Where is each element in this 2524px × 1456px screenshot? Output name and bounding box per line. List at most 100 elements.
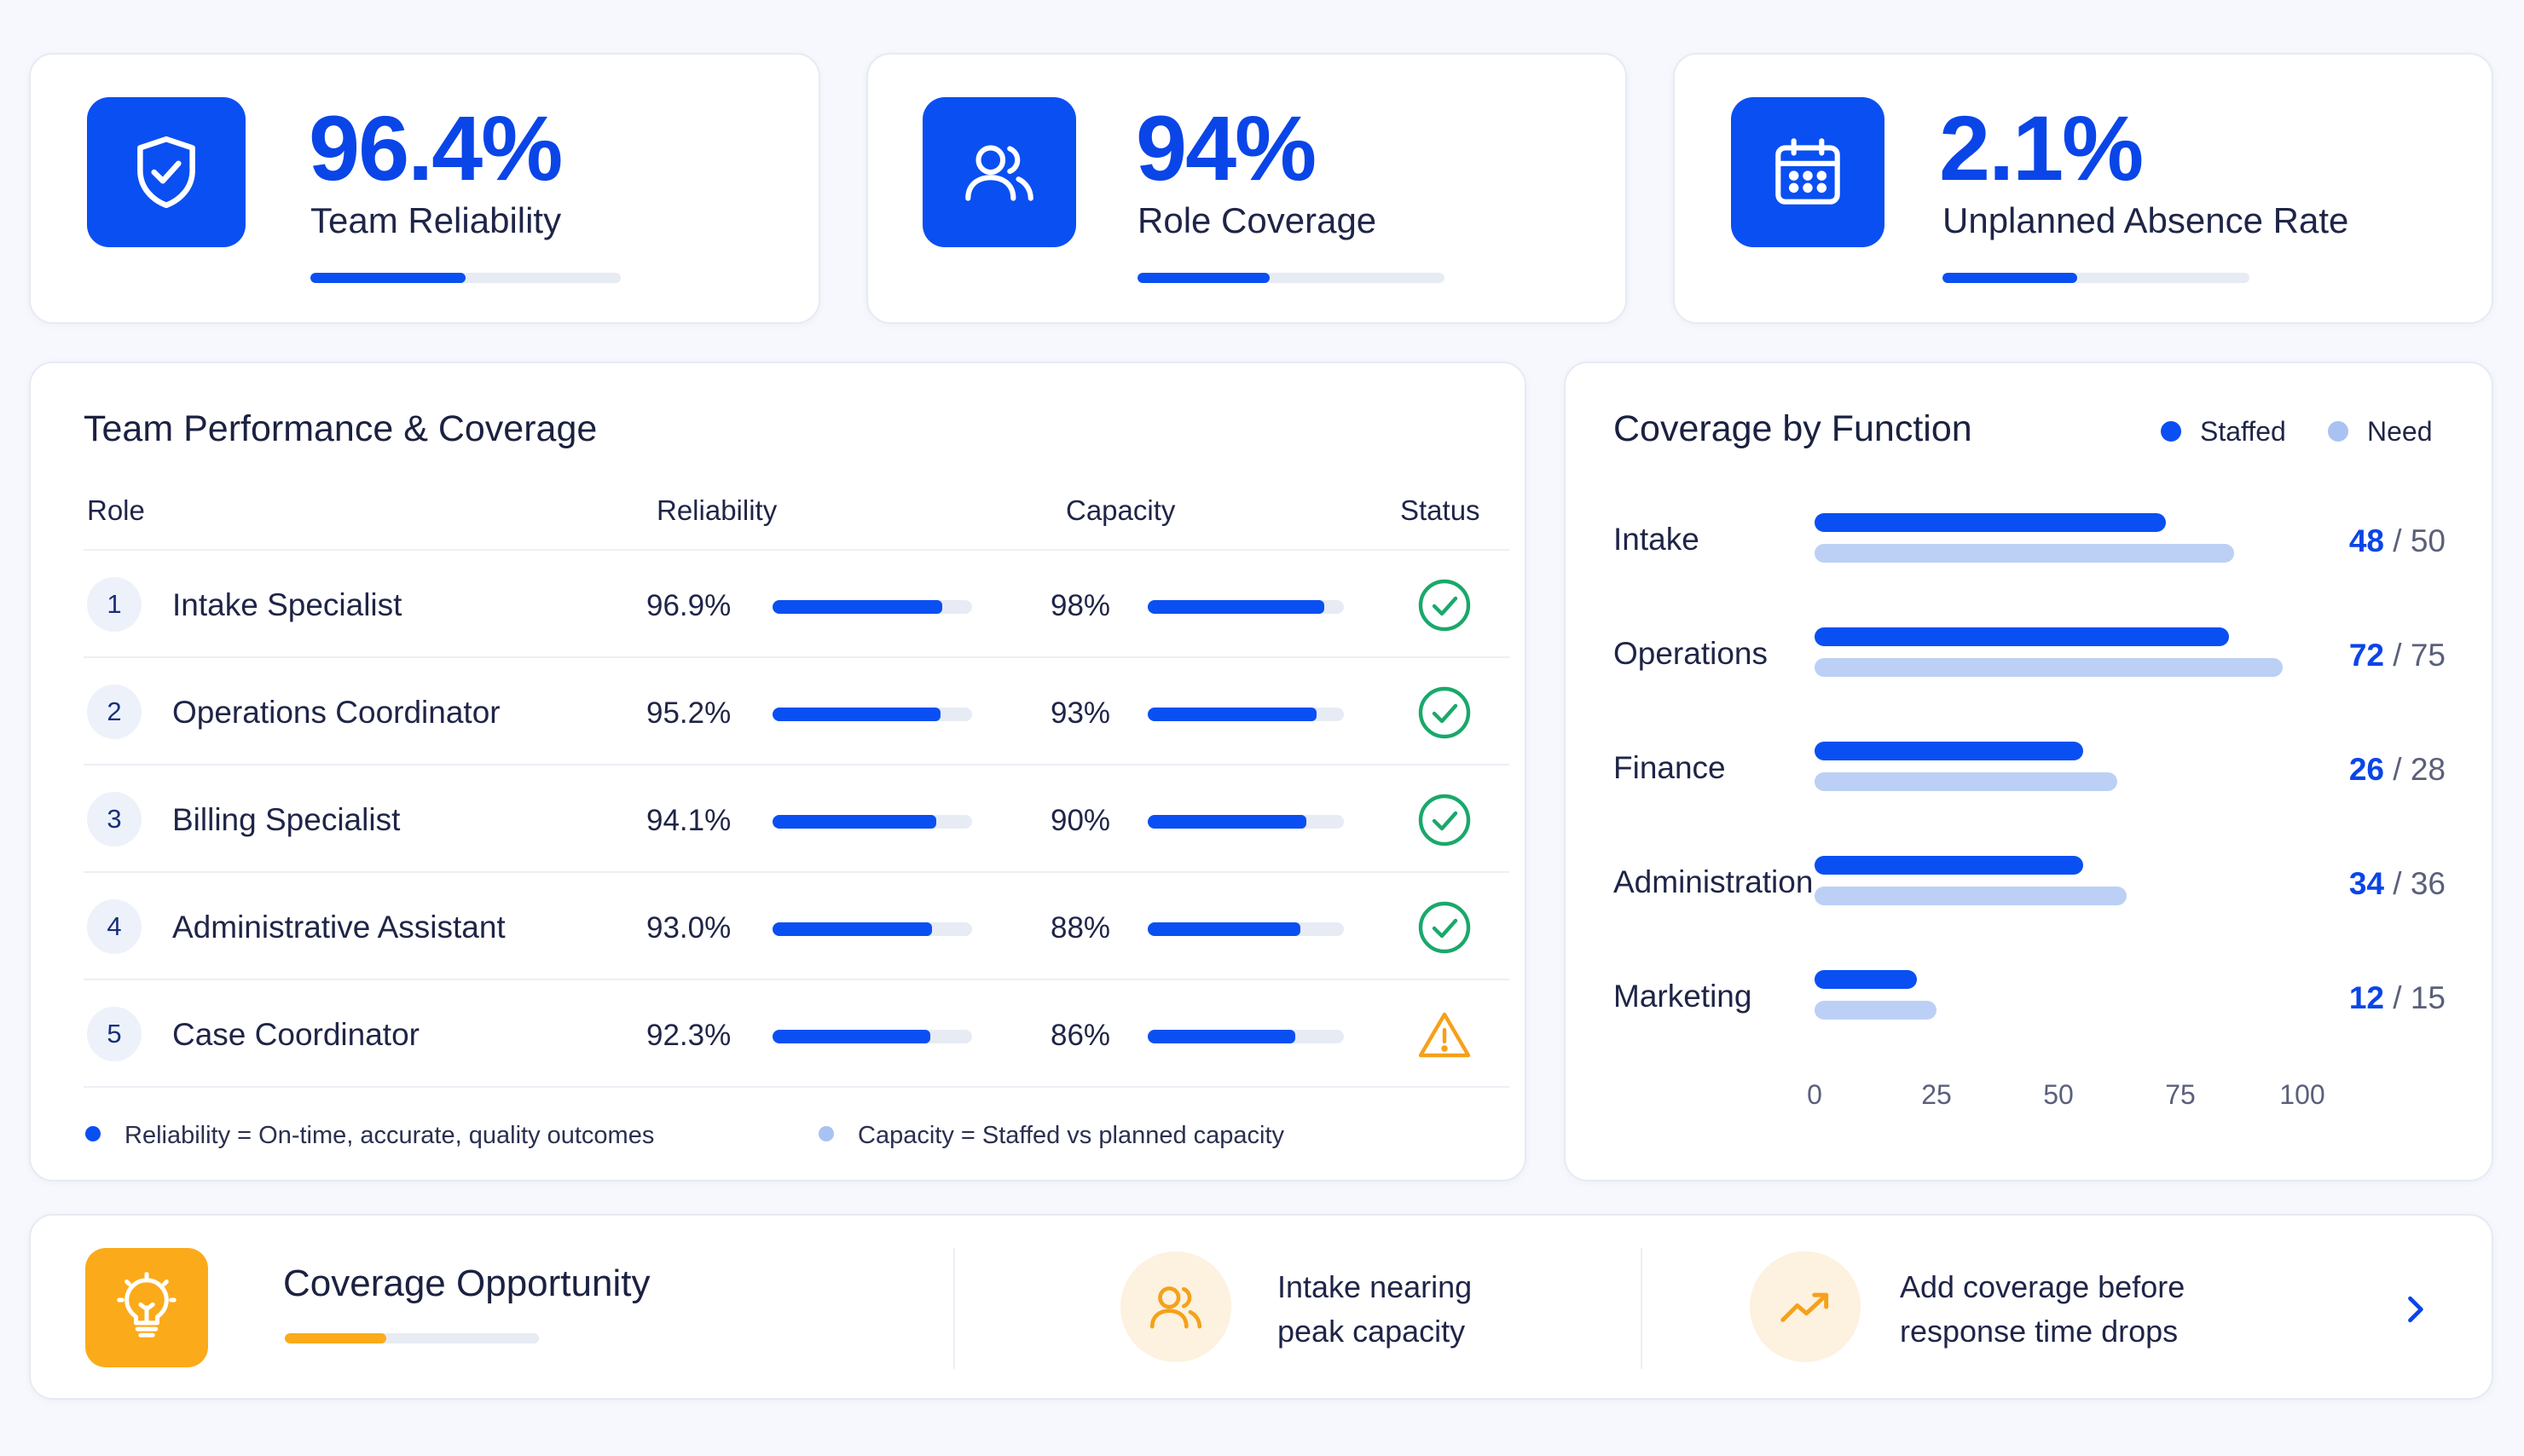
coverage-count: 12 / 15 xyxy=(2349,982,2446,1014)
reliability-bar xyxy=(773,1030,972,1043)
need-count: / 50 xyxy=(2393,523,2446,558)
x-axis-tick: 100 xyxy=(2279,1079,2325,1110)
check-circle-icon xyxy=(1417,900,1472,955)
insight-intake-line1: Intake nearing xyxy=(1277,1269,1473,1304)
lightbulb-icon xyxy=(85,1248,208,1367)
column-header-role[interactable]: Role xyxy=(87,494,145,526)
chevron-right-icon[interactable] xyxy=(2391,1286,2439,1333)
section-title: Coverage by Function xyxy=(1613,408,1972,449)
legend-dot-staffed xyxy=(2161,420,2181,442)
row-number-badge: 3 xyxy=(87,792,142,846)
reliability-bar-fill xyxy=(773,922,933,936)
capacity-value: 93% xyxy=(1051,696,1111,730)
capacity-bar-fill xyxy=(1148,708,1317,721)
staffed-bar xyxy=(1815,970,1918,989)
column-header-reliability[interactable]: Reliability xyxy=(657,494,778,526)
coverage-by-function-card: Coverage by Function Staffed Need Intake… xyxy=(1564,361,2493,1182)
need-bar xyxy=(1815,1001,1936,1020)
kpi-label: Unplanned Absence Rate xyxy=(1942,200,2349,240)
row-divider xyxy=(84,764,1509,766)
kpi-value: 94% xyxy=(1136,96,1317,199)
legend-staffed: Staffed xyxy=(2161,418,2286,445)
insight-add-coverage: Add coverage before response time drops xyxy=(1900,1265,2185,1354)
column-header-capacity[interactable]: Capacity xyxy=(1066,494,1176,526)
function-label: Marketing xyxy=(1613,979,1752,1014)
capacity-bar-fill xyxy=(1148,600,1324,614)
x-axis-tick: 50 xyxy=(2043,1079,2074,1110)
trending-up-icon xyxy=(1750,1251,1861,1362)
capacity-bar xyxy=(1148,815,1344,829)
section-title: Team Performance & Coverage xyxy=(84,408,598,449)
reliability-bar xyxy=(773,922,972,936)
need-bar xyxy=(1815,658,2284,677)
check-circle-icon xyxy=(1417,793,1472,847)
capacity-bar-fill xyxy=(1148,1030,1295,1043)
kpi-label: Team Reliability xyxy=(310,200,562,240)
role-name: Case Coordinator xyxy=(172,1017,420,1052)
column-header-status[interactable]: Status xyxy=(1400,494,1480,526)
divider xyxy=(953,1248,955,1369)
row-number-badge: 4 xyxy=(87,899,142,954)
opportunity-title: Coverage Opportunity xyxy=(283,1262,651,1304)
need-bar xyxy=(1815,772,2117,791)
table-row[interactable]: 5 Case Coordinator 92.3% 86% xyxy=(31,980,1525,1088)
table-row[interactable]: 2 Operations Coordinator 95.2% 93% xyxy=(31,658,1525,766)
reliability-bar-fill xyxy=(773,600,942,614)
staffed-count: 48 xyxy=(2348,523,2384,558)
staffed-bar xyxy=(1815,856,2083,875)
reliability-bar-fill xyxy=(773,815,936,829)
role-name: Administrative Assistant xyxy=(172,910,506,945)
need-count: / 28 xyxy=(2393,752,2446,787)
legend-reliability-text: Reliability = On-time, accurate, quality… xyxy=(124,1122,655,1149)
kpi-progress-fill xyxy=(1942,273,2078,283)
function-label: Operations xyxy=(1613,636,1768,671)
row-divider xyxy=(84,871,1509,873)
coverage-count: 34 / 36 xyxy=(2349,868,2446,899)
legend-reliability: Reliability = On-time, accurate, quality… xyxy=(85,1124,654,1148)
capacity-value: 86% xyxy=(1051,1019,1111,1052)
insight-intake: Intake nearing peak capacity xyxy=(1277,1265,1472,1354)
check-circle-icon xyxy=(1417,685,1472,740)
legend-staffed-label: Staffed xyxy=(2200,416,2286,447)
shield-check-icon xyxy=(87,97,246,247)
capacity-bar xyxy=(1148,600,1344,614)
row-divider xyxy=(84,979,1509,980)
staffed-bar xyxy=(1815,513,2166,532)
need-count: / 75 xyxy=(2393,638,2446,673)
x-axis-tick: 75 xyxy=(2165,1079,2196,1110)
legend-dot-reliability xyxy=(85,1126,101,1142)
insight-add-coverage-line2: response time drops xyxy=(1900,1314,2179,1349)
kpi-progress-fill xyxy=(1138,273,1270,283)
reliability-value: 95.2% xyxy=(646,696,732,730)
staffed-bar xyxy=(1815,742,2083,760)
kpi-card-reliability: 96.4% Team Reliability xyxy=(29,53,820,324)
opportunity-progress-bar xyxy=(285,1333,539,1343)
reliability-bar xyxy=(773,815,972,829)
calendar-icon xyxy=(1731,97,1884,247)
role-name: Operations Coordinator xyxy=(172,695,501,730)
capacity-bar-fill xyxy=(1148,922,1301,936)
capacity-bar-fill xyxy=(1148,815,1307,829)
insight-add-coverage-line1: Add coverage before xyxy=(1900,1269,2185,1304)
legend-capacity-text: Capacity = Staffed vs planned capacity xyxy=(858,1122,1285,1149)
kpi-progress-bar xyxy=(310,273,621,283)
table-row[interactable]: 3 Billing Specialist 94.1% 90% xyxy=(31,766,1525,873)
row-number-badge: 5 xyxy=(87,1007,142,1061)
kpi-label: Role Coverage xyxy=(1138,200,1377,240)
table-row[interactable]: 4 Administrative Assistant 93.0% 88% xyxy=(31,873,1525,980)
people-icon xyxy=(1120,1251,1231,1362)
coverage-count: 26 / 28 xyxy=(2349,754,2446,785)
capacity-value: 88% xyxy=(1051,911,1111,945)
kpi-value: 96.4% xyxy=(309,96,563,199)
row-divider xyxy=(84,549,1509,551)
function-label: Finance xyxy=(1613,750,1726,785)
staffed-count: 72 xyxy=(2348,638,2384,673)
reliability-bar-fill xyxy=(773,1030,930,1043)
legend-need: Need xyxy=(2328,418,2433,445)
table-row[interactable]: 1 Intake Specialist 96.9% 98% xyxy=(31,551,1525,658)
reliability-bar xyxy=(773,600,972,614)
row-number-badge: 2 xyxy=(87,685,142,739)
need-bar xyxy=(1815,544,2234,563)
capacity-bar xyxy=(1148,1030,1344,1043)
capacity-bar xyxy=(1148,708,1344,721)
